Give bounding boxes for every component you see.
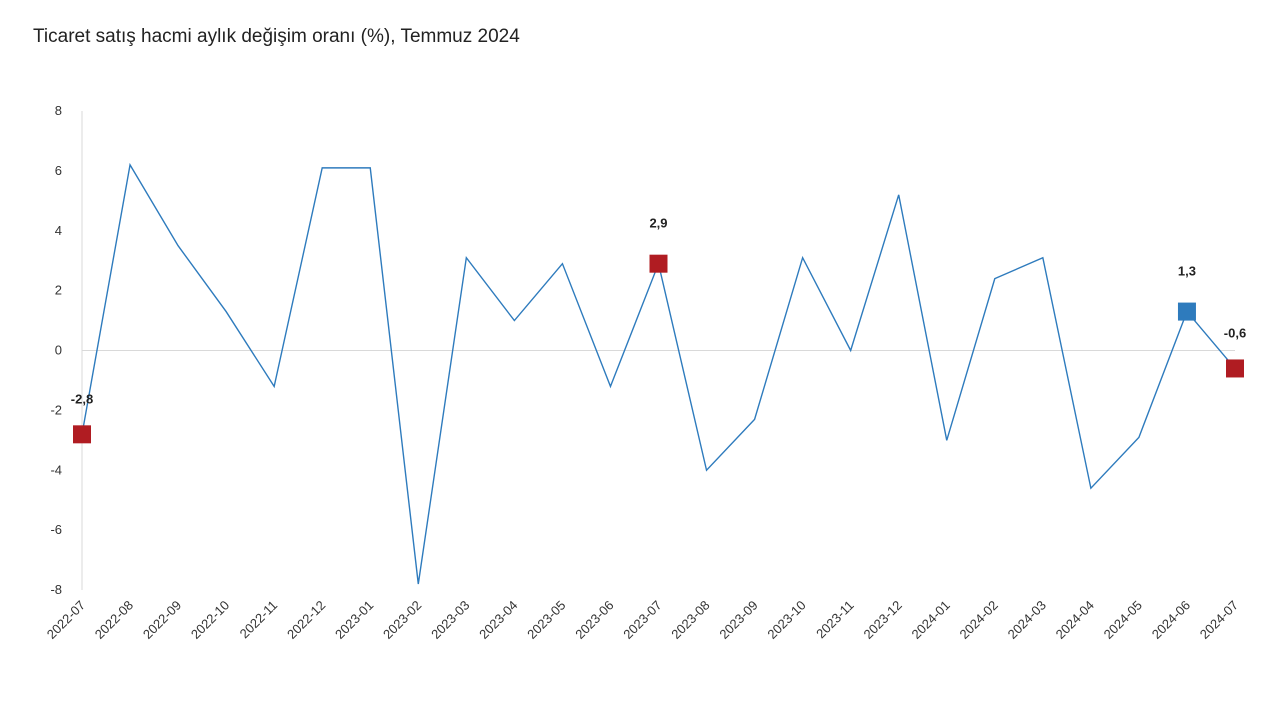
y-tick-label: -2 xyxy=(50,402,62,417)
x-tick-label: 2023-01 xyxy=(332,598,376,642)
x-tick-label: 2024-03 xyxy=(1005,598,1049,642)
x-tick-label: 2022-12 xyxy=(284,598,328,642)
y-tick-label: 2 xyxy=(55,283,62,298)
x-tick-label: 2024-07 xyxy=(1197,598,1241,642)
data-label: 1,3 xyxy=(1178,264,1196,279)
x-tick-label: 2022-09 xyxy=(140,598,184,642)
x-tick-label: 2024-04 xyxy=(1053,598,1097,642)
x-tick-label: 2022-11 xyxy=(237,598,281,642)
data-point-marker xyxy=(73,425,91,444)
data-label: -0,6 xyxy=(1224,325,1246,340)
x-tick-label: 2023-05 xyxy=(524,598,568,642)
data-label: -2,8 xyxy=(71,391,93,406)
y-tick-label: 6 xyxy=(55,163,62,178)
y-tick-label: -4 xyxy=(50,462,62,477)
x-tick-label: 2023-04 xyxy=(476,598,520,642)
y-tick-label: 4 xyxy=(55,223,62,238)
x-tick-label: 2023-08 xyxy=(668,598,712,642)
x-tick-label: 2023-11 xyxy=(813,598,857,642)
data-point-marker xyxy=(1177,302,1196,321)
x-tick-label: 2023-12 xyxy=(860,598,904,642)
data-label: 2,9 xyxy=(649,216,667,231)
x-tick-label: 2023-07 xyxy=(620,598,664,642)
x-axis-tick-labels: 2022-07 2022-08 2022-09 2022-10 2022-11 2022-… xyxy=(44,598,1241,642)
x-tick-label: 2022-07 xyxy=(44,598,88,642)
data-point-marker xyxy=(1226,359,1244,378)
y-axis-tick-labels: 8 6 4 2 0 -2 -4 -6 -8 xyxy=(50,103,62,597)
x-tick-label: 2023-09 xyxy=(716,598,760,642)
highlight-markers xyxy=(73,254,1244,444)
y-tick-label: 8 xyxy=(55,103,62,118)
x-tick-label: 2024-05 xyxy=(1101,598,1145,642)
x-tick-label: 2023-06 xyxy=(572,598,616,642)
x-tick-label: 2024-06 xyxy=(1149,598,1193,642)
x-tick-label: 2023-02 xyxy=(380,598,424,642)
y-tick-label: -8 xyxy=(50,582,62,597)
y-tick-label: -6 xyxy=(50,522,62,537)
x-tick-label: 2024-01 xyxy=(909,598,953,642)
x-tick-label: 2024-02 xyxy=(957,598,1001,642)
x-tick-label: 2022-08 xyxy=(92,598,136,642)
y-tick-label: 0 xyxy=(55,343,62,358)
data-point-marker xyxy=(649,254,668,273)
x-tick-label: 2022-10 xyxy=(188,598,232,642)
x-tick-label: 2023-10 xyxy=(764,598,808,642)
chart-title: Ticaret satış hacmi aylık değişim oranı … xyxy=(33,26,520,47)
data-labels: -2,8 2,9 1,3 -0,6 xyxy=(71,216,1246,407)
x-tick-label: 2023-03 xyxy=(428,598,472,642)
